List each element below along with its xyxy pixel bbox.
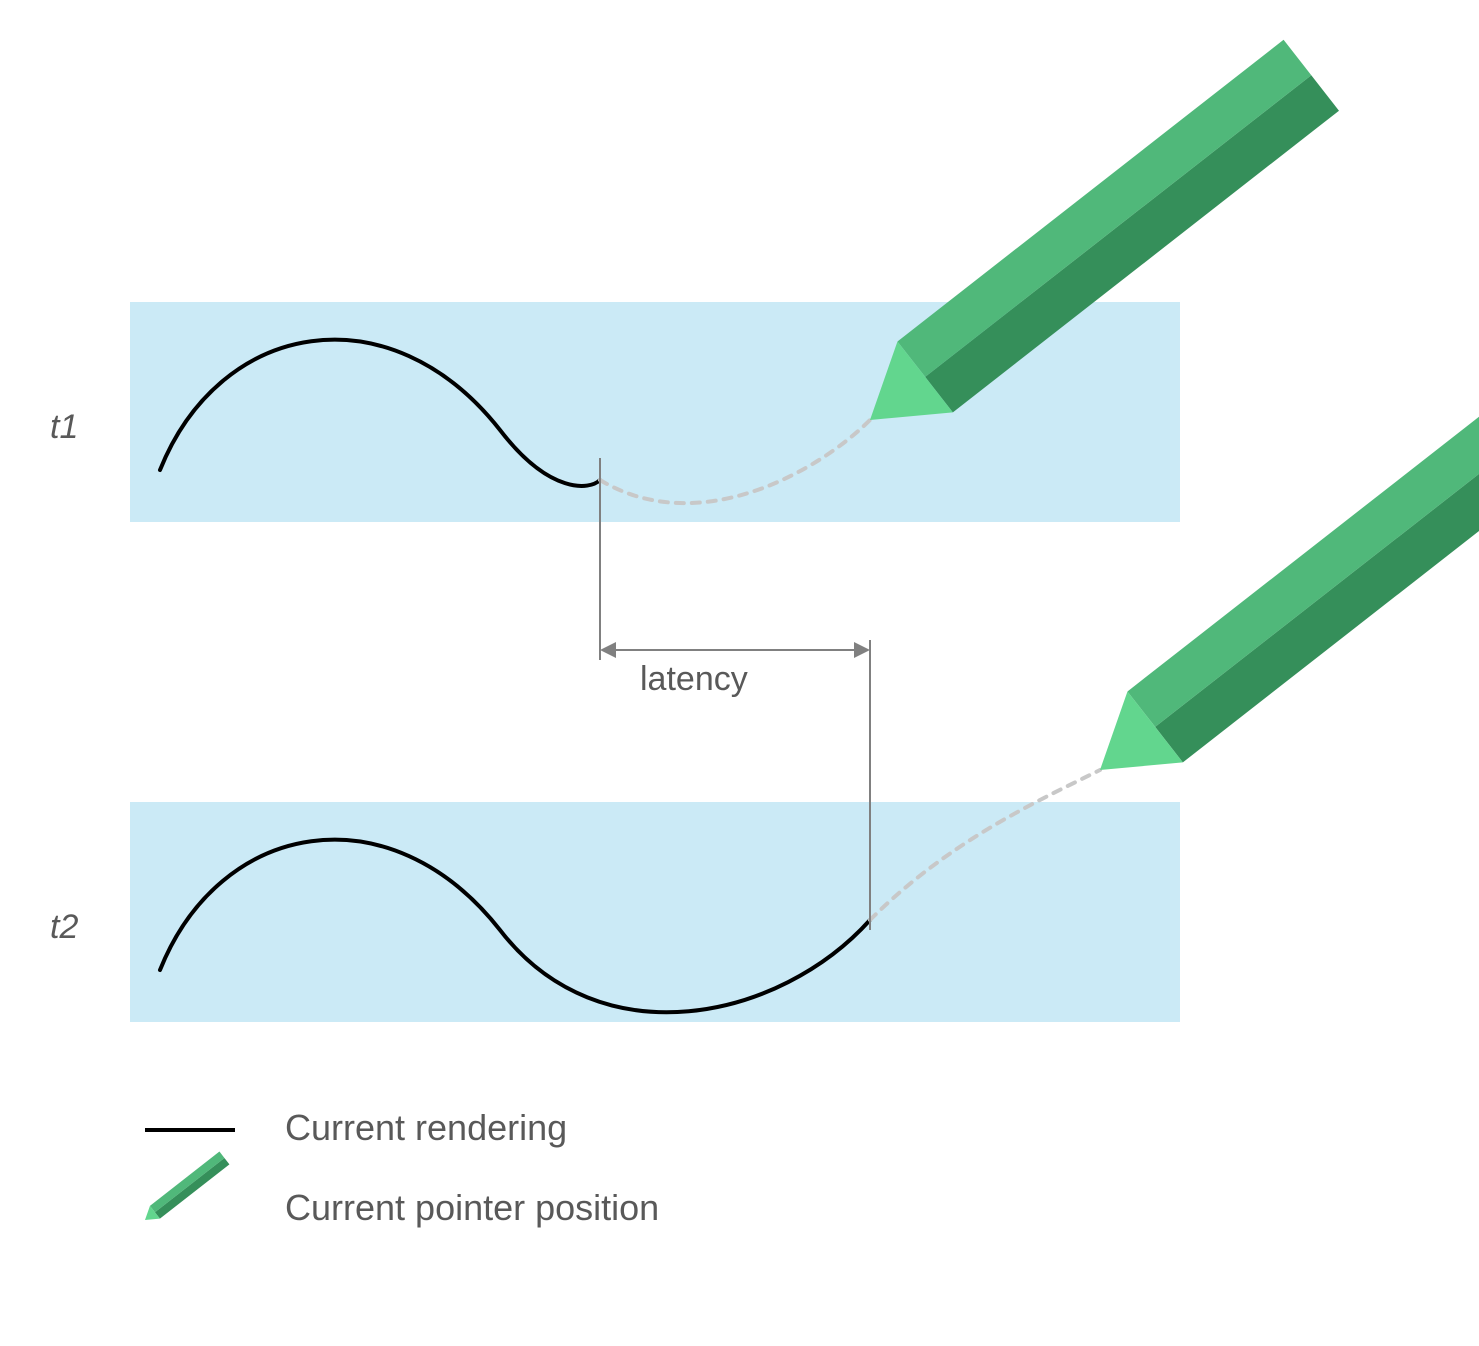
t2-pending-stroke (870, 770, 1100, 920)
t2-rendered-stroke (160, 840, 870, 1013)
latency-label: latency (640, 660, 748, 699)
legend-line-label: Current rendering (285, 1107, 567, 1149)
legend-pencil-label: Current pointer position (285, 1187, 659, 1229)
time-label-t1: t1 (50, 408, 78, 447)
pencil-t2 (1072, 390, 1479, 806)
legend-pencil-swatch (140, 1152, 229, 1227)
diagram-canvas: t1 t2 latency (0, 0, 1479, 1346)
latency-arrow-head-left (600, 642, 616, 658)
panel-t2-rect (130, 802, 1180, 1022)
latency-arrow-head-right (854, 642, 870, 658)
pencil-t1 (842, 40, 1339, 456)
t1-rendered-stroke (160, 340, 600, 486)
panel-t1-rect (130, 302, 1180, 522)
t1-pending-stroke (600, 420, 870, 503)
time-label-t2: t2 (50, 908, 78, 947)
